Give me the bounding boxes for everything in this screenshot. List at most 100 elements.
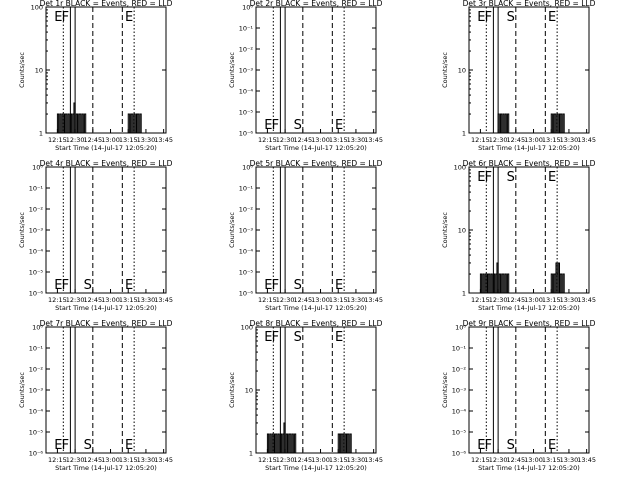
- x-tick-label: 12:15: [258, 136, 277, 144]
- x-axis-label: Start Time (14-Jul-17 12:05:20): [55, 144, 157, 152]
- event-marker-label: E: [125, 438, 133, 453]
- panel-title: Det 3r BLACK = Events, RED = LLD: [463, 0, 596, 8]
- y-tick-label: 10⁻³: [239, 227, 254, 235]
- x-tick-label: 13:00: [101, 456, 120, 464]
- x-tick-label: 13:45: [577, 456, 596, 464]
- y-tick-label: 10⁻⁶: [239, 290, 254, 298]
- x-tick-label: 13:15: [542, 136, 561, 144]
- y-tick-label: 1: [249, 450, 253, 458]
- y-tick-label: 100: [454, 164, 466, 172]
- y-tick-label: 10⁻⁶: [239, 130, 254, 138]
- y-tick-label: 10⁻⁶: [29, 290, 44, 298]
- y-axis-label: Counts/sec: [228, 212, 236, 248]
- y-tick-label: 1: [462, 130, 466, 138]
- event-marker-label: F: [485, 10, 492, 25]
- panel-det-8: Det 8r BLACK = Events, RED = LLD 1 10 100 12…: [228, 319, 383, 472]
- y-axis-label: Counts/sec: [18, 372, 26, 408]
- x-tick-label: 13:15: [119, 136, 138, 144]
- x-axis-label: Start Time (14-Jul-17 12:05:20): [265, 304, 367, 312]
- y-tick-label: 10⁻⁵: [452, 429, 467, 437]
- y-tick-label: 10⁻²: [239, 46, 254, 54]
- x-tick-label: 13:00: [311, 456, 330, 464]
- x-tick-label: 13:45: [154, 136, 173, 144]
- events-series: [266, 422, 353, 454]
- x-tick-label: 13:30: [560, 456, 579, 464]
- x-tick-label: 13:30: [347, 296, 366, 304]
- panel-title: Det 7r BLACK = Events, RED = LLD: [40, 319, 173, 328]
- y-tick-label: 100: [241, 324, 253, 332]
- x-axis-label: Start Time (14-Jul-17 12:05:20): [478, 304, 580, 312]
- y-axis-label: Counts/sec: [441, 52, 449, 88]
- event-marker-label: S: [84, 278, 92, 293]
- x-tick-label: 13:15: [119, 296, 138, 304]
- x-tick-label: 13:45: [364, 456, 383, 464]
- x-tick-label: 12:15: [48, 136, 67, 144]
- y-tick-label: 10⁻³: [239, 67, 254, 75]
- x-tick-label: 13:15: [542, 456, 561, 464]
- y-tick-label: 10: [458, 227, 466, 235]
- y-tick-label: 10⁻⁵: [29, 429, 44, 437]
- event-marker-label: E: [477, 170, 485, 185]
- x-tick-label: 13:00: [101, 296, 120, 304]
- x-tick-label: 12:30: [489, 296, 508, 304]
- x-tick-label: 12:30: [489, 136, 508, 144]
- y-tick-label: 10⁰: [32, 164, 43, 172]
- panel-det-3: Det 3r BLACK = Events, RED = LLD 1 10 12:15…: [441, 0, 596, 152]
- y-tick-label: 10⁰: [32, 324, 43, 332]
- x-tick-label: 13:15: [329, 456, 348, 464]
- x-tick-label: 12:45: [293, 456, 312, 464]
- x-tick-label: 13:45: [364, 136, 383, 144]
- event-marker-label: E: [54, 278, 62, 293]
- x-tick-label: 12:45: [83, 456, 102, 464]
- event-marker-label: F: [485, 170, 492, 185]
- event-marker-label: S: [294, 330, 302, 345]
- x-tick-label: 13:45: [577, 296, 596, 304]
- y-tick-label: 10⁻³: [452, 387, 467, 395]
- event-marker-label: E: [264, 118, 272, 133]
- x-tick-label: 13:45: [154, 296, 173, 304]
- y-tick-label: 10⁻¹: [239, 25, 254, 33]
- x-tick-label: 12:45: [83, 296, 102, 304]
- event-marker-label: F: [62, 278, 69, 293]
- x-axis-label: Start Time (14-Jul-17 12:05:20): [478, 144, 580, 152]
- y-tick-label: 10⁻¹: [239, 185, 254, 193]
- x-tick-label: 13:00: [524, 136, 543, 144]
- y-tick-label: 10⁻⁵: [239, 269, 254, 277]
- panel-title: Det 6r BLACK = Events, RED = LLD: [463, 159, 596, 168]
- y-tick-label: 10⁰: [455, 324, 466, 332]
- event-marker-label: F: [62, 438, 69, 453]
- y-tick-label: 10⁻²: [29, 206, 44, 214]
- x-tick-label: 12:15: [48, 296, 67, 304]
- x-tick-label: 12:45: [506, 136, 525, 144]
- x-tick-label: 12:15: [471, 296, 490, 304]
- y-tick-label: 10⁰: [242, 164, 253, 172]
- events-series: [496, 113, 566, 134]
- x-tick-label: 12:30: [276, 136, 295, 144]
- x-tick-label: 13:30: [347, 136, 366, 144]
- event-marker-label: F: [272, 278, 279, 293]
- event-marker-label: E: [54, 10, 62, 25]
- x-tick-label: 12:15: [471, 136, 490, 144]
- x-axis-label: Start Time (14-Jul-17 12:05:20): [55, 464, 157, 472]
- x-tick-label: 13:30: [137, 136, 156, 144]
- panel-title: Det 8r BLACK = Events, RED = LLD: [250, 319, 383, 328]
- y-tick-label: 1: [462, 290, 466, 298]
- x-tick-label: 13:00: [311, 136, 330, 144]
- x-tick-label: 12:30: [66, 136, 85, 144]
- y-tick-label: 10: [35, 67, 43, 75]
- x-tick-label: 12:45: [83, 136, 102, 144]
- event-marker-label: E: [125, 278, 133, 293]
- event-marker-label: F: [272, 118, 279, 133]
- event-marker-label: S: [507, 170, 515, 185]
- x-axis-label: Start Time (14-Jul-17 12:05:20): [55, 304, 157, 312]
- panel-title: Det 5r BLACK = Events, RED = LLD: [250, 159, 383, 168]
- event-marker-label: S: [507, 438, 515, 453]
- event-marker-label: F: [272, 330, 279, 345]
- y-tick-label: 10⁻³: [29, 227, 44, 235]
- x-tick-label: 13:00: [101, 136, 120, 144]
